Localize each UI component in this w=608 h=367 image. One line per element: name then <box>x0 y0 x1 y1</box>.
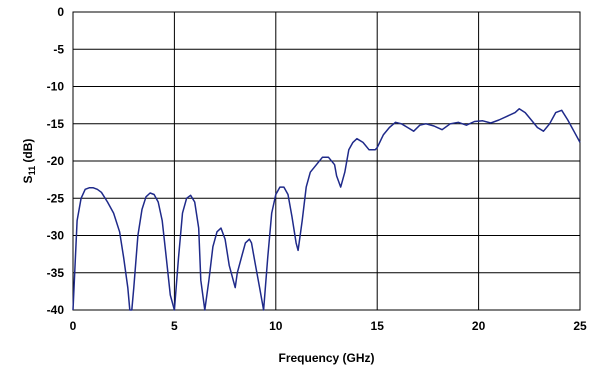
y-tick-label: -40 <box>47 303 65 317</box>
y-tick-label: -15 <box>47 117 65 131</box>
y-axis-title-main: S <box>21 175 35 183</box>
y-tick-label: -5 <box>53 42 64 56</box>
x-tick-label: 5 <box>171 319 178 333</box>
x-tick-label: 25 <box>573 319 587 333</box>
x-tick-label: 10 <box>269 319 283 333</box>
x-tick-labels: 0 5 10 15 20 25 <box>70 319 587 333</box>
x-tick-label: 0 <box>70 319 77 333</box>
plot-frame <box>72 11 581 311</box>
s11-series-line <box>72 108 581 311</box>
y-axis-title: S11 (dB) <box>21 139 37 184</box>
x-tick-label: 20 <box>472 319 486 333</box>
y-tick-labels: 0 -5 -10 -15 -20 -25 -30 -35 -40 <box>47 5 65 317</box>
y-tick-label: -25 <box>47 191 65 205</box>
y-tick-label: -30 <box>47 229 65 243</box>
x-tick-label: 15 <box>371 319 385 333</box>
y-tick-label: 0 <box>57 5 64 19</box>
x-axis-title: Frequency (GHz) <box>278 351 374 365</box>
gridlines <box>72 11 581 311</box>
y-axis-title-unit: (dB) <box>21 139 35 166</box>
y-axis-title-subscript: 11 <box>27 166 37 176</box>
y-tick-label: -10 <box>47 80 65 94</box>
y-tick-label: -20 <box>47 154 65 168</box>
y-tick-label: -35 <box>47 266 65 280</box>
